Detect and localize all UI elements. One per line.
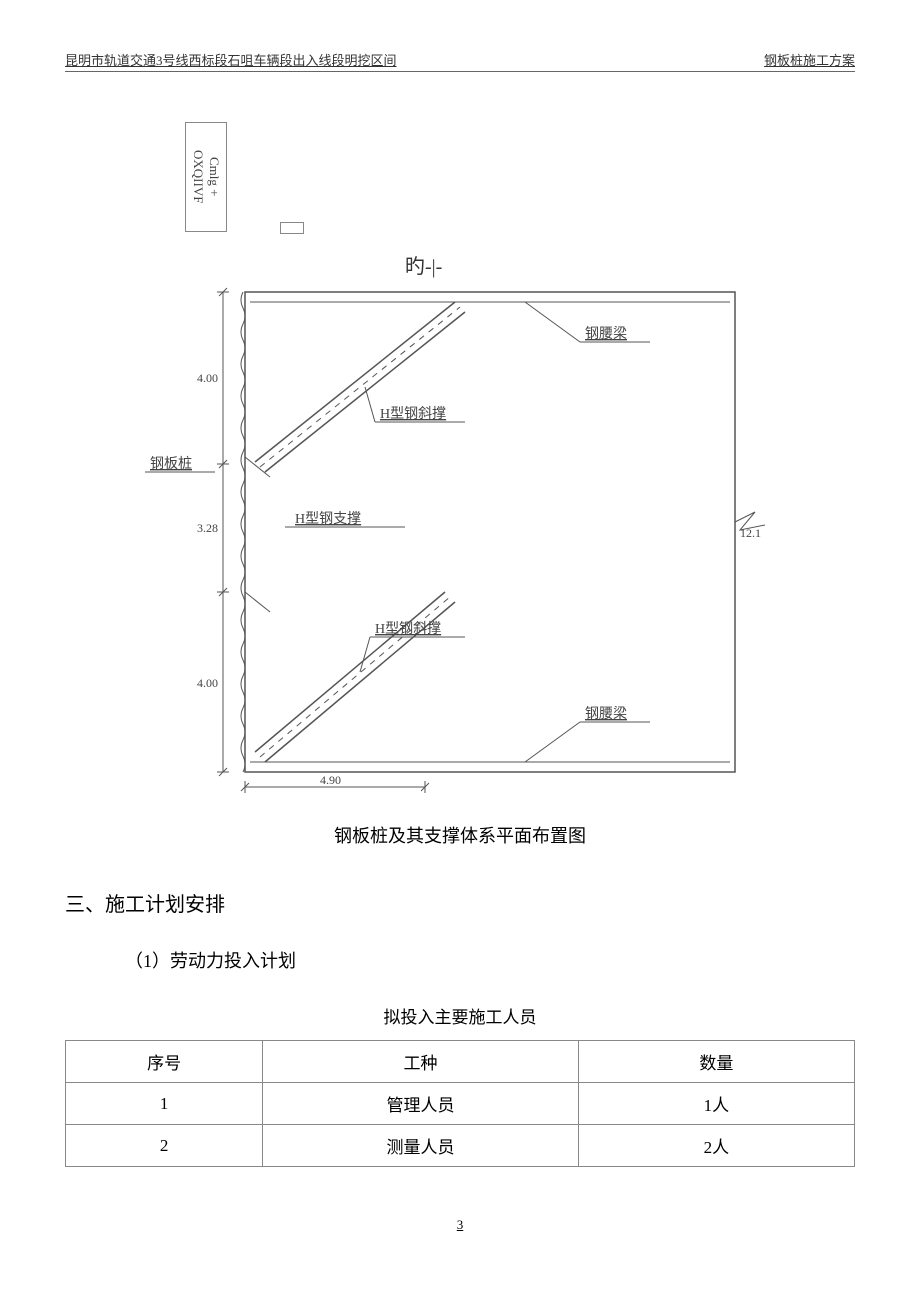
col-index: 序号: [66, 1041, 263, 1083]
cell-qty: 1人: [578, 1083, 854, 1125]
table-row: 2 测量人员 2人: [66, 1125, 855, 1167]
cell-idx: 2: [66, 1125, 263, 1167]
page-header: 昆明市轨道交通3号线西标段石咀车辆段出入线段明挖区间 钢板桩施工方案: [65, 50, 855, 72]
cell-idx: 1: [66, 1083, 263, 1125]
diagram-caption: 钢板桩及其支撑体系平面布置图: [65, 822, 855, 848]
label-brace3: H型钢斜撑: [375, 621, 441, 637]
dim-bot: 4.00: [197, 676, 218, 690]
section-heading-3: 三、施工计划安排: [65, 888, 855, 917]
cell-type: 管理人员: [263, 1083, 579, 1125]
label-brace1: H型钢斜撑: [380, 406, 446, 422]
legend-rect: [280, 222, 304, 234]
dim-width: 4.90: [320, 773, 341, 787]
col-qty: 数量: [578, 1041, 854, 1083]
header-right: 钢板桩施工方案: [764, 50, 855, 69]
structural-diagram: 钢腰梁 H型钢斜撑 H型钢支撑 H型钢斜撑 钢腰梁 钢板桩: [125, 272, 775, 802]
dim-top: 4.00: [197, 371, 218, 385]
label-sheet-pile: 钢板桩: [150, 455, 192, 472]
label-brace2: H型钢支撑: [295, 511, 361, 527]
sub-heading-1: （1）劳动力投入计划: [125, 947, 855, 973]
page-number: 3: [65, 1217, 855, 1233]
cell-qty: 2人: [578, 1125, 854, 1167]
table-title: 拟投入主要施工人员: [65, 1003, 855, 1028]
col-type: 工种: [263, 1041, 579, 1083]
label-top-beam: 钢腰梁: [585, 326, 627, 342]
dim-right: 12.1: [740, 526, 761, 540]
header-left: 昆明市轨道交通3号线西标段石咀车辆段出入线段明挖区间: [65, 50, 397, 69]
dim-mid: 3.28: [197, 521, 218, 535]
personnel-table: 序号 工种 数量 1 管理人员 1人 2 测量人员 2人: [65, 1040, 855, 1167]
cell-type: 测量人员: [263, 1125, 579, 1167]
vertical-code-label: Cmlg + OXQIIVF: [185, 122, 227, 232]
table-header-row: 序号 工种 数量: [66, 1041, 855, 1083]
label-bot-beam: 钢腰梁: [585, 706, 627, 722]
table-row: 1 管理人员 1人: [66, 1083, 855, 1125]
diagram-area: Cmlg + OXQIIVF 旳-|-: [65, 112, 855, 812]
